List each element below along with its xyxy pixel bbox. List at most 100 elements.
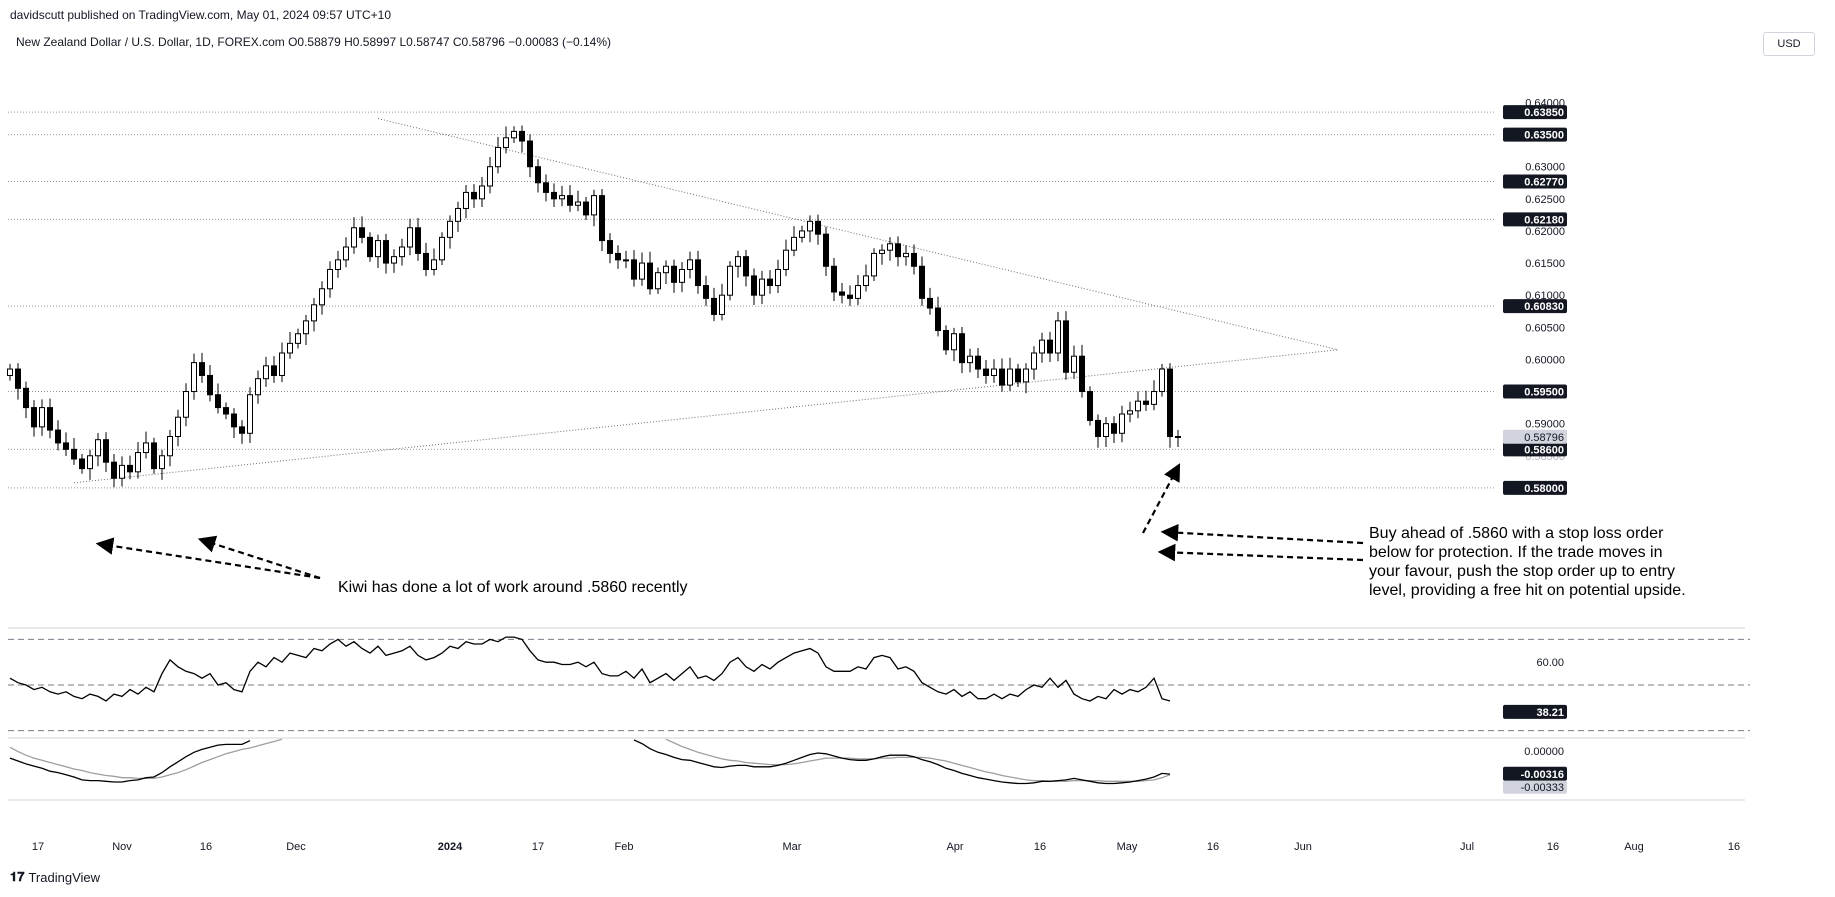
candle <box>823 226 829 277</box>
candle <box>999 358 1005 392</box>
candle <box>375 234 381 268</box>
publisher-caption: davidscutt published on TradingView.com,… <box>10 8 392 22</box>
candle-body <box>375 240 381 258</box>
candle <box>151 437 157 474</box>
candle-body <box>463 191 469 209</box>
candle-body <box>735 256 741 267</box>
candle-body <box>1119 413 1125 434</box>
candle-body <box>831 265 837 293</box>
candle-body <box>559 195 565 200</box>
candle-body <box>719 294 725 315</box>
candle <box>647 251 653 295</box>
candle-body <box>407 227 413 248</box>
candle-body <box>1039 339 1045 354</box>
candle <box>959 327 965 374</box>
candle <box>895 236 901 267</box>
candle <box>1135 391 1141 419</box>
candle-body <box>1071 355 1077 373</box>
macd-line <box>9 739 1171 785</box>
candle <box>143 431 149 459</box>
lower-trendline <box>73 349 1339 484</box>
candle <box>215 383 221 414</box>
candle-body <box>207 374 213 396</box>
annotation-buy-line: below for protection. If the trade moves… <box>1369 544 1662 561</box>
candle <box>263 356 269 387</box>
candle <box>183 383 189 427</box>
candle-body <box>1103 423 1109 437</box>
candle <box>479 176 485 208</box>
price-tick-label: 0.59000 <box>1525 419 1565 431</box>
candle-body <box>111 461 117 479</box>
candle-body <box>15 368 21 389</box>
candle-body <box>935 307 941 332</box>
time-tick-label: 16 <box>1547 841 1559 853</box>
candle-body <box>1127 410 1133 415</box>
candle <box>871 248 877 282</box>
candle-body <box>599 195 605 242</box>
candle <box>359 216 365 244</box>
candle <box>983 360 989 384</box>
candle <box>695 250 701 294</box>
tradingview-logo-icon: 𝟏𝟕 <box>10 870 25 885</box>
currency-button[interactable]: USD <box>1763 32 1815 56</box>
candle <box>1071 345 1077 379</box>
candle <box>487 156 493 194</box>
time-tick-label: May <box>1117 841 1138 853</box>
candle <box>743 249 749 287</box>
candle <box>623 250 629 269</box>
candle <box>103 432 109 472</box>
candle-body <box>975 355 981 370</box>
candle <box>751 268 757 305</box>
candle-body <box>247 394 253 434</box>
candle <box>727 261 733 301</box>
candle <box>919 256 925 306</box>
candle-body <box>863 275 869 287</box>
signal-line <box>9 738 1171 782</box>
level-label: 0.58600 <box>1524 444 1564 456</box>
candle <box>927 287 933 315</box>
candle <box>1167 363 1173 448</box>
tradingview-brand[interactable]: 𝟏𝟕 TradingView <box>10 870 100 885</box>
candle-body <box>903 252 909 258</box>
candle <box>903 245 909 266</box>
candle-body <box>839 291 845 296</box>
candle <box>119 456 125 487</box>
candle <box>1047 331 1053 362</box>
candle <box>327 261 333 298</box>
time-tick-label: Apr <box>946 841 963 853</box>
candle-body <box>1063 320 1069 373</box>
candle <box>423 242 429 277</box>
candle-body <box>1015 368 1021 383</box>
candle-body <box>311 304 317 322</box>
candle <box>767 270 773 294</box>
candle-body <box>671 265 677 283</box>
symbol-ohlc-legend: New Zealand Dollar / U.S. Dollar, 1D, FO… <box>16 35 612 49</box>
candle-body <box>295 333 301 344</box>
candle-body <box>711 297 717 315</box>
candle-body <box>1151 391 1157 405</box>
candle-body <box>1007 368 1013 386</box>
candle-body <box>95 439 101 457</box>
candle <box>839 282 845 304</box>
candle-body <box>383 240 389 264</box>
candle <box>295 328 301 349</box>
candle <box>1079 344 1085 398</box>
candle-body <box>879 249 885 254</box>
candle-body <box>551 191 557 200</box>
candle <box>975 347 981 379</box>
candle-body <box>31 407 37 428</box>
candle <box>167 429 173 467</box>
candle <box>15 363 21 400</box>
macd-current-label: -0.00316 <box>1521 769 1564 781</box>
candle <box>431 248 437 276</box>
candle-body <box>143 442 149 454</box>
candle <box>1087 386 1093 426</box>
candle <box>911 244 917 275</box>
candle <box>1159 363 1165 397</box>
candle-body <box>1167 368 1173 437</box>
candle-body <box>1079 355 1085 393</box>
candle-body <box>271 365 277 376</box>
candle <box>31 400 37 437</box>
candle <box>935 296 941 337</box>
